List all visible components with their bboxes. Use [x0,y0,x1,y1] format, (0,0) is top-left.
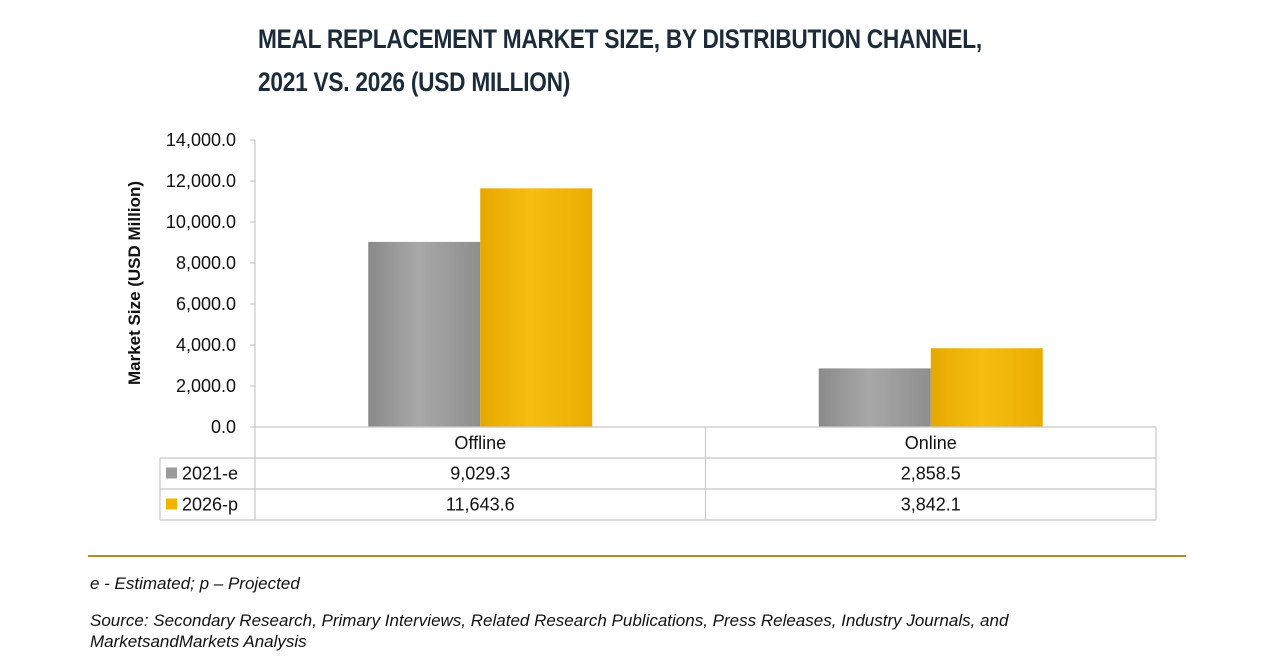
bar-chart: 0.0 2,000.0 4,000.0 6,000.0 8,000.0 10,000.0 1… [125,130,1157,521]
bar-2021-e-online [818,368,931,427]
chart-title-line2: 2021 VS. 2026 (USD MILLION) [258,67,571,97]
category-label-online: Online [905,433,957,453]
legend-key-2021-e [166,467,177,479]
bar-2026-p-online [930,348,1043,427]
y-tick-label: 4,000.0 [176,335,236,355]
bar-2026-p-offline [480,188,593,427]
legend-label-2021-e: 2021-e [182,464,238,484]
y-tick-label: 2,000.0 [176,376,236,396]
y-tick-label: 10,000.0 [166,212,236,232]
y-tick-label: 12,000.0 [166,171,236,191]
y-axis-title: Market Size (USD Million) [125,181,144,385]
data-label-2026-p-offline: 11,643.6 [446,495,515,515]
footer-divider [88,555,1186,557]
footnote: e - Estimated; p – Projected [90,574,300,593]
chart-title: MEAL REPLACEMENT MARKET SIZE, BY DISTRIB… [258,18,982,104]
data-label-2026-p-online: 3,842.1 [901,495,961,515]
data-label-2021-e-online: 2,858.5 [901,464,961,484]
legend-label-2026-p: 2026-p [182,495,238,515]
legend-key-2026-p [166,498,177,510]
chart-title-line1: MEAL REPLACEMENT MARKET SIZE, BY DISTRIB… [258,24,982,54]
bar-2021-e-offline [368,241,481,427]
y-tick-label: 8,000.0 [176,253,236,273]
y-tick-label: 14,000.0 [166,130,236,150]
data-label-2021-e-offline: 9,029.3 [450,464,510,484]
y-tick-label: 0.0 [211,417,236,437]
y-tick-label: 6,000.0 [176,294,236,314]
source-note: Source: Secondary Research, Primary Inte… [90,611,1009,651]
category-label-offline: Offline [454,433,506,453]
